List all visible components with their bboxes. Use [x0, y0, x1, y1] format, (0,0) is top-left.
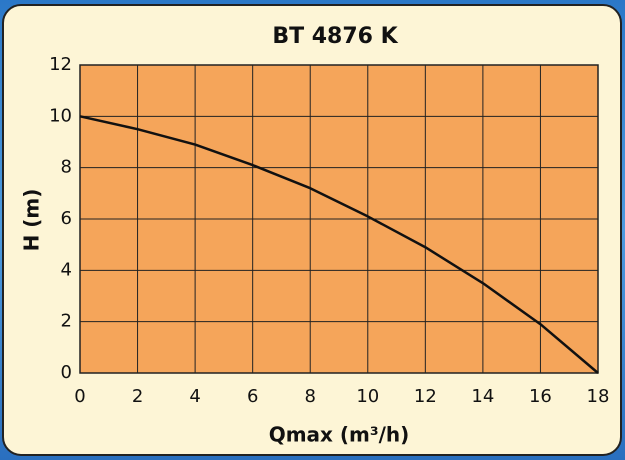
- chart-title: BT 4876 K: [272, 24, 398, 49]
- x-tick-label: 2: [132, 386, 143, 407]
- x-tick-label: 16: [529, 386, 552, 407]
- y-tick-label: 0: [61, 362, 72, 383]
- y-tick-label: 6: [61, 208, 72, 229]
- y-tick-label: 8: [61, 157, 72, 178]
- x-tick-label: 0: [74, 386, 85, 407]
- y-axis-label: H (m): [20, 189, 44, 252]
- x-tick-label: 4: [189, 386, 200, 407]
- x-tick-label: 18: [587, 386, 610, 407]
- x-tick-label: 12: [414, 386, 437, 407]
- x-axis-label: Qmax (m³/h): [269, 423, 410, 447]
- x-tick-label: 14: [471, 386, 494, 407]
- x-tick-label: 8: [304, 386, 315, 407]
- y-tick-label: 12: [49, 54, 72, 75]
- y-tick-label: 10: [49, 105, 72, 126]
- y-tick-label: 4: [61, 259, 72, 280]
- y-tick-label: 2: [61, 311, 72, 332]
- data-line: [79, 115, 599, 374]
- x-tick-label: 6: [247, 386, 258, 407]
- x-tick-label: 10: [356, 386, 379, 407]
- plot-border: [79, 64, 599, 374]
